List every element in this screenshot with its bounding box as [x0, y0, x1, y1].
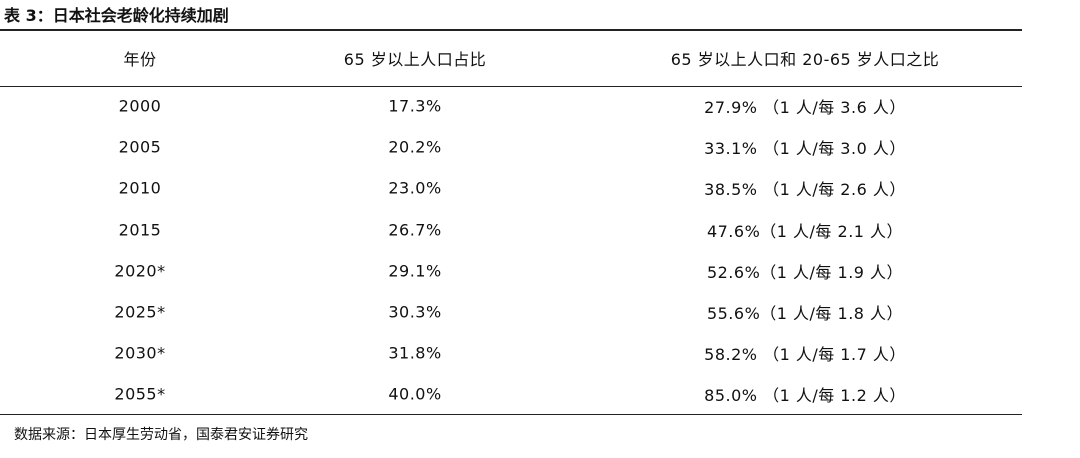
table-cell: 2015	[118, 220, 162, 240]
table-cell: 27.9% （1 人/每 3.6 人）	[704, 98, 906, 117]
header-rule	[0, 86, 1022, 87]
table-cell: 47.6%（1 人/每 2.1 人）	[706, 221, 904, 241]
table-cell: 40.0%	[388, 384, 442, 404]
table-cell: 33.1% （1 人/每 3.0 人）	[704, 139, 906, 159]
table-cell: 55.6%（1 人/每 1.8 人）	[706, 304, 904, 323]
table-cell: 31.8%	[388, 343, 442, 363]
column-header: 65 岁以上人口占比	[343, 50, 487, 69]
table-cell: 52.6%（1 人/每 1.9 人）	[706, 262, 904, 282]
table-cell: 23.0%	[388, 178, 442, 198]
table-cell: 2025*	[114, 302, 166, 322]
table-cell: 20.2%	[388, 137, 442, 157]
column-header: 65 岁以上人口和 20-65 岁人口之比	[670, 50, 940, 69]
table-cell: 30.3%	[388, 302, 442, 322]
table-cell: 29.1%	[388, 261, 442, 281]
table-cell: 2000	[118, 96, 162, 116]
table-cell: 2010	[118, 178, 162, 198]
table-cell: 85.0% （1 人/每 1.2 人）	[704, 386, 906, 406]
source-note: 数据来源：日本厚生劳动省，国泰君安证券研究	[14, 427, 308, 443]
table-cell: 2005	[118, 137, 162, 157]
table-cell: 2020*	[114, 261, 166, 281]
table-cell: 2030*	[114, 343, 166, 363]
table-cell: 2055*	[114, 384, 166, 404]
table-cell: 38.5% （1 人/每 2.6 人）	[704, 180, 906, 200]
column-header: 年份	[123, 50, 157, 69]
top-rule	[0, 29, 1022, 31]
bottom-rule	[0, 414, 1022, 415]
table-cell: 17.3%	[388, 96, 442, 116]
table-title: 表 3：日本社会老龄化持续加剧	[4, 6, 229, 25]
table-cell: 26.7%	[388, 220, 442, 240]
table-cell: 58.2% （1 人/每 1.7 人）	[704, 345, 906, 365]
